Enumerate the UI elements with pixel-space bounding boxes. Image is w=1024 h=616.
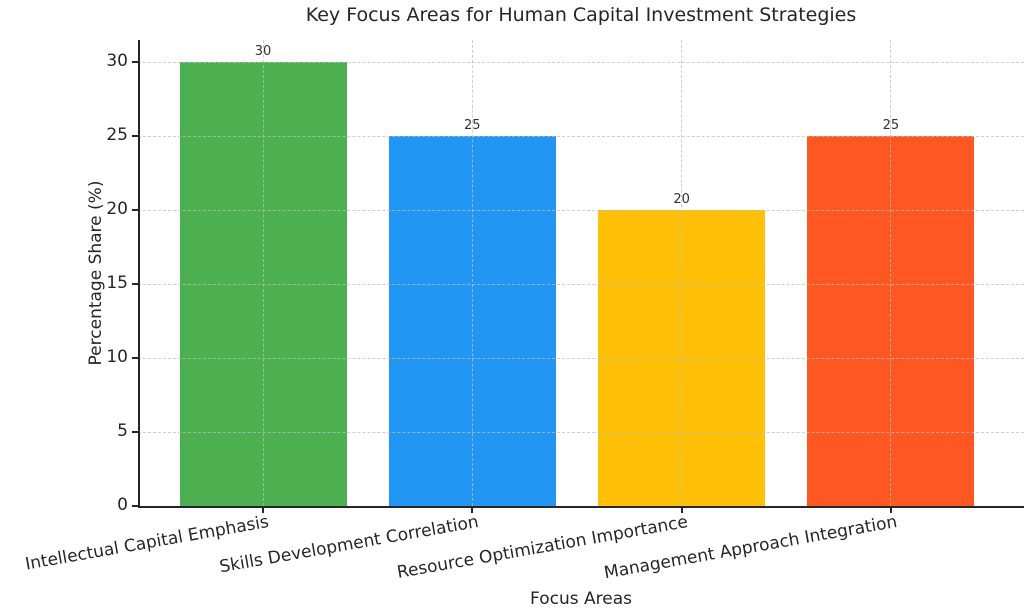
gridline-v-2	[471, 40, 473, 506]
gridline-h-15	[138, 284, 1024, 286]
gridline-h-25	[138, 136, 1024, 138]
x-axis-spine	[138, 506, 1024, 508]
chart-title: Key Focus Areas for Human Capital Invest…	[305, 4, 857, 26]
x-tick-mark-1	[262, 508, 264, 513]
y-tick-mark-15	[132, 283, 138, 286]
y-tick-label-0: 0	[117, 495, 128, 515]
bar-value-label-1: 30	[254, 44, 272, 60]
y-tick-label-25: 25	[106, 125, 128, 146]
x-axis-label: Focus Areas	[530, 589, 632, 609]
gridline-h-5	[138, 432, 1024, 434]
y-tick-label-20: 20	[106, 199, 128, 220]
y-axis-spine	[138, 40, 140, 507]
gridline-v-3	[681, 40, 683, 506]
x-tick-mark-3	[680, 508, 683, 513]
gridline-h-10	[138, 358, 1024, 360]
x-tick-mark-2	[471, 508, 474, 513]
bar-value-label-2: 25	[464, 118, 481, 134]
y-tick-mark-5	[132, 431, 138, 434]
y-tick-label-10: 10	[106, 347, 128, 368]
gridline-v-1	[262, 40, 264, 506]
y-tick-mark-30	[132, 61, 138, 64]
y-tick-label-30: 30	[106, 51, 128, 72]
y-tick-label-5: 5	[117, 421, 128, 442]
gridline-h-20	[138, 210, 1024, 212]
bar-value-label-3: 20	[673, 192, 690, 208]
y-tick-mark-25	[132, 135, 138, 138]
bar-value-label-4: 25	[882, 118, 900, 134]
y-tick-mark-0	[132, 505, 138, 507]
y-tick-label-15: 15	[106, 273, 128, 294]
y-tick-mark-10	[132, 357, 138, 360]
y-tick-mark-20	[132, 209, 138, 212]
x-tick-mark-4	[889, 508, 892, 513]
gridline-h-30	[138, 62, 1024, 64]
gridline-v-4	[890, 40, 892, 506]
